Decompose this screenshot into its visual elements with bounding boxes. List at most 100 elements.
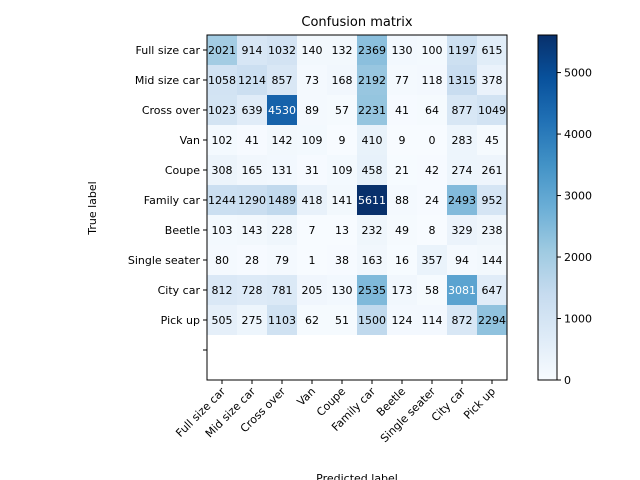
cell: [297, 35, 327, 65]
cell-label: 100: [422, 44, 443, 57]
cell: [477, 155, 507, 185]
cell: [447, 95, 477, 125]
cell: [327, 275, 357, 305]
cell-label: 28: [245, 254, 259, 267]
x-tick-label: City car: [429, 385, 468, 424]
cell-label: 1244: [208, 194, 236, 207]
cell: [267, 95, 297, 125]
cell: [477, 245, 507, 275]
cell: [447, 35, 477, 65]
cell: [207, 305, 237, 335]
cell-label: 275: [242, 314, 263, 327]
cell: [357, 185, 387, 215]
cell: [297, 305, 327, 335]
cell-label: 89: [305, 104, 319, 117]
cell-label: 418: [302, 194, 323, 207]
cell: [237, 65, 267, 95]
colorbar: [537, 34, 558, 381]
y-tick-label: Mid size car: [135, 74, 201, 87]
cell: [357, 245, 387, 275]
cell: [477, 275, 507, 305]
cell-label: 647: [482, 284, 503, 297]
axes-frame: [206, 34, 508, 381]
cell-label: 1500: [358, 314, 386, 327]
cell: [447, 155, 477, 185]
cell: [447, 275, 477, 305]
cell-label: 872: [452, 314, 473, 327]
cell-label: 73: [305, 74, 319, 87]
cell: [417, 275, 447, 305]
cell: [387, 215, 417, 245]
cell: [267, 215, 297, 245]
cell: [417, 185, 447, 215]
y-tick-label: Beetle: [165, 224, 200, 237]
cell: [207, 125, 237, 155]
cell-label: 357: [422, 254, 443, 267]
cell-label: 132: [332, 44, 353, 57]
cell: [207, 35, 237, 65]
cell-label: 163: [362, 254, 383, 267]
cell-label: 173: [392, 284, 413, 297]
cell: [357, 125, 387, 155]
cell-label: 2021: [208, 44, 236, 57]
cell: [357, 275, 387, 305]
cell: [207, 155, 237, 185]
cell: [447, 65, 477, 95]
cell: [267, 275, 297, 305]
cell-label: 0: [429, 134, 436, 147]
cell: [207, 185, 237, 215]
cell: [297, 65, 327, 95]
cell-label: 130: [332, 284, 353, 297]
cell: [387, 245, 417, 275]
cell-label: 80: [215, 254, 229, 267]
cell-label: 3081: [448, 284, 476, 297]
chart-title: Confusion matrix: [301, 15, 412, 30]
cell-label: 42: [425, 164, 439, 177]
cell: [417, 305, 447, 335]
cell-label: 88: [395, 194, 409, 207]
cell: [237, 275, 267, 305]
cell-label: 1315: [448, 74, 476, 87]
cell-label: 1290: [238, 194, 266, 207]
cell: [327, 95, 357, 125]
cell-label: 109: [302, 134, 323, 147]
cell-label: 131: [272, 164, 293, 177]
cell: [237, 245, 267, 275]
cell-label: 142: [272, 134, 293, 147]
cell: [237, 155, 267, 185]
cell: [207, 275, 237, 305]
cell-label: 130: [392, 44, 413, 57]
cell-label: 13: [335, 224, 349, 237]
cell: [207, 245, 237, 275]
cell: [297, 245, 327, 275]
cell: [297, 215, 327, 245]
cell: [417, 155, 447, 185]
cell-label: 77: [395, 74, 409, 87]
y-axis-label: True label: [86, 181, 99, 235]
cell-label: 41: [395, 104, 409, 117]
cell: [327, 185, 357, 215]
cell-label: 1489: [268, 194, 296, 207]
cell: [477, 125, 507, 155]
cell: [417, 245, 447, 275]
cell-label: 9: [399, 134, 406, 147]
cell: [237, 185, 267, 215]
cell-label: 58: [425, 284, 439, 297]
cell: [207, 215, 237, 245]
y-tick-label: Van: [180, 134, 200, 147]
cell: [267, 35, 297, 65]
cell: [327, 35, 357, 65]
cell: [297, 125, 327, 155]
cell: [477, 215, 507, 245]
cell-label: 857: [272, 74, 293, 87]
cell: [327, 215, 357, 245]
cell-label: 639: [242, 104, 263, 117]
cell-label: 1023: [208, 104, 236, 117]
cell-label: 877: [452, 104, 473, 117]
colorbar-tick-label: 1000: [564, 313, 592, 326]
cell-label: 2231: [358, 104, 386, 117]
colorbar-tick-label: 4000: [564, 128, 592, 141]
cell: [387, 305, 417, 335]
cell: [207, 65, 237, 95]
